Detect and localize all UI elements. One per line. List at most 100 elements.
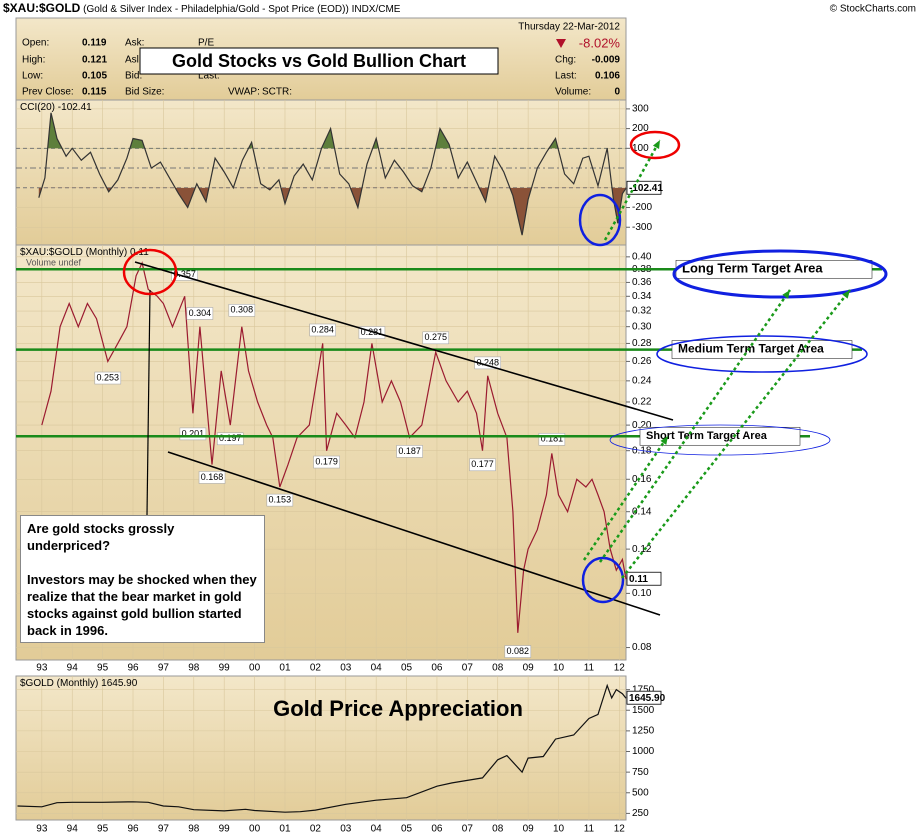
change: -8.02% [579, 35, 621, 50]
peak-label-box [469, 458, 496, 472]
field-label: P/E [198, 38, 214, 49]
blue-circle [578, 193, 622, 247]
volume-legend: Volume undef [26, 257, 82, 267]
peak-label-box [94, 371, 122, 385]
target-box [639, 426, 801, 446]
x-tick-label: 97 [158, 663, 170, 674]
peak-label: 0.201 [182, 428, 205, 438]
channel-lower [167, 451, 661, 616]
peak-label: 0.197 [219, 433, 242, 443]
green-arrowhead [660, 436, 668, 445]
field-label: Prev Close: [22, 87, 74, 98]
y-tick-label: 0.36 [632, 277, 652, 288]
blue-ellipse [656, 335, 868, 373]
legend-part: $XAU:$GOLD (Monthly) [20, 247, 127, 258]
field-value: 0.105 [82, 71, 107, 82]
green-arrowhead [842, 290, 850, 299]
peak-label: 0.168 [201, 472, 224, 482]
x-tick-label: 10 [553, 824, 565, 835]
callout-title: Are gold stocks grossly underpriced? [27, 521, 175, 553]
x-tick-label: 93 [36, 824, 48, 835]
peak-label: 0.153 [269, 495, 292, 505]
field-label: Bid Size: [125, 87, 164, 98]
x-tick-label: 00 [249, 663, 261, 674]
x-tick-label: 97 [158, 824, 170, 835]
y-tick-label: 500 [632, 787, 649, 798]
peak-label-box [309, 323, 336, 337]
y-tick-label: -300 [632, 222, 652, 233]
x-tick-label: 02 [310, 663, 322, 674]
peak-label: 0.082 [507, 646, 530, 656]
annotations [122, 130, 888, 616]
x-tick-label: 03 [340, 663, 352, 674]
y-tick-label: 0.10 [632, 588, 652, 599]
y-tick-label: 0.34 [632, 291, 652, 302]
field-label: High: [22, 55, 45, 66]
field-value: 0.119 [82, 38, 107, 49]
green-arrow [603, 139, 662, 241]
peak-label: 0.179 [315, 456, 338, 466]
peak-label-box [313, 455, 340, 469]
peak-label-box [186, 307, 214, 320]
x-tick-label: 05 [401, 824, 413, 835]
target-label: Medium Term Target Area [678, 342, 824, 356]
callout: Are gold stocks grossly underpriced? Inv… [20, 515, 265, 643]
peak-label: 0.181 [541, 434, 564, 444]
y-tick-label: 0.16 [632, 474, 652, 485]
red-circle [122, 248, 178, 296]
peak-label-box [474, 356, 502, 370]
x-tick-label: 95 [97, 663, 109, 674]
last-value: 0.11 [629, 574, 648, 585]
green-arrow [582, 435, 670, 561]
source: © StockCharts.com [830, 4, 916, 15]
target-label: Short Term Target Area [646, 430, 768, 442]
legend: CCI(20) -102.41 [20, 102, 92, 113]
x-tick-label: 96 [127, 824, 139, 835]
x-tick-label: 08 [492, 824, 504, 835]
x-tick-label: 96 [127, 663, 139, 674]
last-value: -102.41 [629, 183, 663, 194]
peak-label: 0.253 [97, 372, 120, 382]
peak-label-box [504, 645, 532, 658]
y-tick-label: 200 [632, 123, 649, 134]
field-value: -0.009 [592, 55, 621, 66]
target-label: Long Term Target Area [682, 261, 823, 276]
channel-upper [134, 261, 674, 421]
y-tick-label: 1250 [632, 726, 655, 737]
legend-part: -102.41 [58, 102, 92, 113]
x-tick-label: 04 [371, 824, 383, 835]
x-tick-label: 07 [462, 824, 474, 835]
field-label: Chg: [555, 55, 576, 66]
chart-title: Gold Stocks vs Gold Bullion Chart [172, 51, 466, 71]
red-circle [629, 130, 681, 160]
x-tick-label: 95 [97, 824, 109, 835]
peak-label-box [422, 331, 450, 345]
x-tick-label: 09 [523, 663, 535, 674]
y-tick-label: -200 [632, 202, 652, 213]
series-line [38, 112, 627, 236]
peak-label: 0.187 [398, 446, 421, 456]
field-label: Last: [555, 71, 577, 82]
x-tick-label: 93 [36, 663, 48, 674]
legend-part: $GOLD (Monthly) [20, 678, 98, 689]
y-tick-label: 100 [632, 143, 649, 154]
y-tick-label: 1500 [632, 705, 655, 716]
y-tick-label: 1000 [632, 746, 655, 757]
x-tick-label: 08 [492, 663, 504, 674]
field-label: Ask: [125, 38, 144, 49]
cci-fill-lower [38, 187, 626, 236]
x-tick-label: 01 [279, 663, 291, 674]
last-value-box [626, 180, 662, 195]
x-tick-label: 09 [523, 824, 535, 835]
x-tick-label: 06 [431, 824, 443, 835]
peak-label-box [198, 471, 226, 484]
x-tick-label: 94 [67, 663, 79, 674]
last-value: 1645.90 [629, 693, 666, 704]
blue-ellipse [672, 249, 888, 299]
x-tick-label: 10 [553, 663, 565, 674]
field-label: SCTR: [262, 87, 292, 98]
y-tick-label: 0.40 [632, 251, 652, 262]
y-tick-label: 0.30 [632, 321, 652, 332]
peak-label: 0.284 [311, 324, 334, 334]
